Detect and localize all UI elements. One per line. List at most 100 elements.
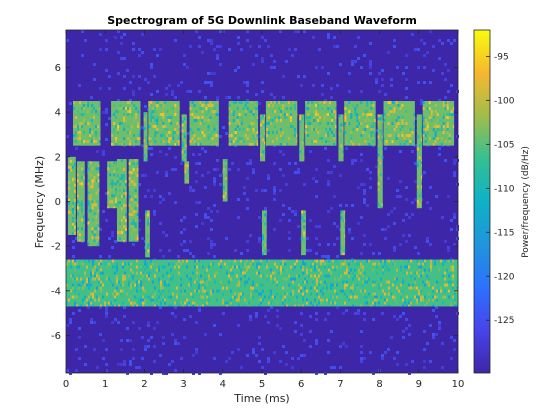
heat-cell [134,195,137,199]
heat-cell [168,137,171,141]
heat-cell [234,265,236,269]
heat-cell [71,171,74,175]
heat-cell [306,268,308,272]
background-speckle [114,240,117,243]
heat-cell [93,170,96,174]
heat-cell [448,274,450,278]
background-speckle [456,228,459,231]
background-speckle [441,216,444,219]
heat-cell [132,222,135,226]
heat-cell [410,271,412,275]
background-speckle [435,333,438,336]
heat-cell [416,164,419,168]
background-speckle [261,57,264,60]
heat-cell [291,125,294,129]
heat-cell [160,140,163,144]
heat-cell [164,128,167,132]
background-speckle [216,54,219,57]
heat-cell [256,107,259,111]
heat-cell [120,228,123,232]
heat-cell [94,289,96,293]
background-speckle [204,186,207,189]
heat-cell [242,304,244,307]
background-speckle [315,225,318,228]
heat-cell [202,286,204,290]
heat-cell [364,295,366,299]
heat-cell [330,283,332,287]
heat-cell [314,265,316,269]
heat-cell [344,113,347,117]
background-speckle [399,315,402,318]
heat-cell [90,301,92,305]
background-speckle [174,39,177,42]
heat-cell [260,274,262,278]
background-speckle [282,174,285,177]
background-speckle [270,306,273,309]
background-speckle [453,216,456,219]
heat-cell [170,131,173,135]
heat-cell [299,150,302,154]
heat-cell [215,134,218,138]
heat-cell [110,301,112,305]
heat-cell [80,218,83,222]
background-speckle [132,243,135,246]
background-speckle [396,195,399,198]
heat-cell [199,107,202,111]
background-speckle [411,213,414,216]
heat-cell [91,203,94,207]
heat-cell [358,116,361,120]
background-speckle [132,93,135,96]
heat-cell [336,259,338,263]
heat-cell [330,286,332,290]
heat-cell [75,140,78,144]
heat-cell [95,140,98,144]
heat-cell [138,301,140,305]
background-speckle [102,150,105,153]
heat-cell [178,140,180,144]
heat-cell [454,304,456,307]
heat-cell [311,128,314,132]
heat-cell [120,219,123,223]
x-tick-label: 8 [376,379,382,390]
heat-cell [93,176,96,180]
background-speckle [105,123,108,126]
background-speckle [171,360,174,363]
background-speckle [117,321,120,324]
heat-cell [147,234,150,238]
heat-cell [413,128,415,132]
heat-cell [93,140,96,144]
heat-cell [204,304,206,307]
heat-cell [434,134,437,138]
heat-cell [252,295,254,299]
background-speckle [324,318,327,321]
heat-cell [270,292,272,296]
heat-cell [325,113,328,117]
heat-cell [184,271,186,275]
heat-cell [248,125,251,129]
heat-cell [88,304,90,307]
background-speckle [399,243,402,246]
heat-cell [258,271,260,275]
background-speckle [429,243,432,246]
heat-cell [200,295,202,299]
heat-cell [238,298,240,302]
background-speckle [207,252,210,255]
heat-cell [135,113,138,117]
heat-cell [318,283,320,287]
heat-cell [280,268,282,272]
heat-cell [91,170,94,174]
background-speckle [237,324,240,327]
heat-cell [381,206,383,209]
background-speckle [117,99,120,102]
background-speckle [258,336,261,339]
heat-cell [136,237,139,241]
background-speckle [162,342,165,345]
heat-cell [91,137,94,141]
heat-cell [66,280,68,284]
heat-cell [305,234,306,238]
heat-cell [344,107,347,111]
heat-cell [93,185,96,189]
heat-cell [328,298,330,302]
heat-cell [276,277,278,281]
heat-cell [123,125,126,129]
